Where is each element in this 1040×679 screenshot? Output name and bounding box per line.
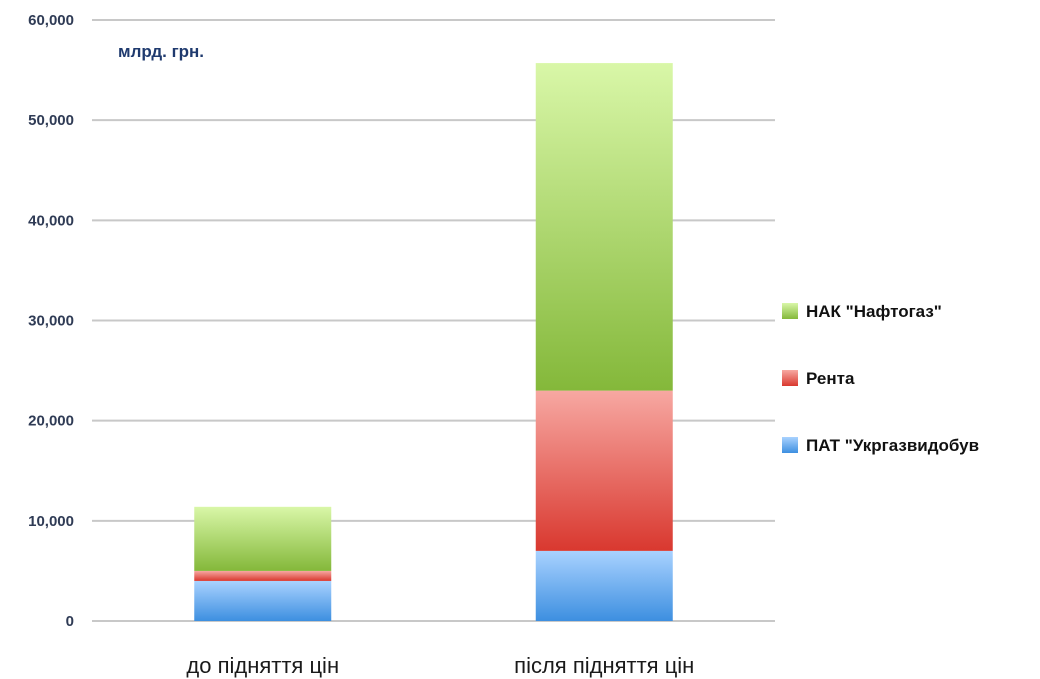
y-tick-label: 40,000 <box>28 212 74 229</box>
y-tick-label: 30,000 <box>28 313 74 330</box>
y-tick-label: 60,000 <box>28 12 74 29</box>
y-tick-label: 20,000 <box>28 413 74 430</box>
y-tick-label: 0 <box>66 613 74 630</box>
x-axis-ticks: до підняття цін після підняття цін <box>186 653 694 678</box>
y-axis-ticks: 0 10,000 20,000 30,000 40,000 50,000 60,000 <box>28 12 74 630</box>
bar-segment <box>194 570 332 581</box>
x-tick-label: до підняття цін <box>186 653 339 678</box>
legend-swatch <box>782 370 798 386</box>
bar-segment <box>194 506 332 571</box>
unit-label: млрд. грн. <box>118 42 204 61</box>
legend-label: НАК "Нафтогаз" <box>806 302 942 321</box>
bar-segment <box>535 63 673 391</box>
bars <box>194 63 673 621</box>
bar-segment <box>535 550 673 621</box>
legend: НАК "Нафтогаз" Рента ПАТ "Укргазвидобув <box>782 302 979 455</box>
legend-label: Рента <box>806 369 855 388</box>
bar-segment <box>194 580 332 621</box>
legend-swatch <box>782 437 798 453</box>
y-tick-label: 50,000 <box>28 112 74 129</box>
legend-label: ПАТ "Укргазвидобув <box>806 436 979 455</box>
legend-swatch <box>782 303 798 319</box>
bar-segment <box>535 390 673 551</box>
x-tick-label: після підняття цін <box>514 653 694 678</box>
y-tick-label: 10,000 <box>28 513 74 530</box>
